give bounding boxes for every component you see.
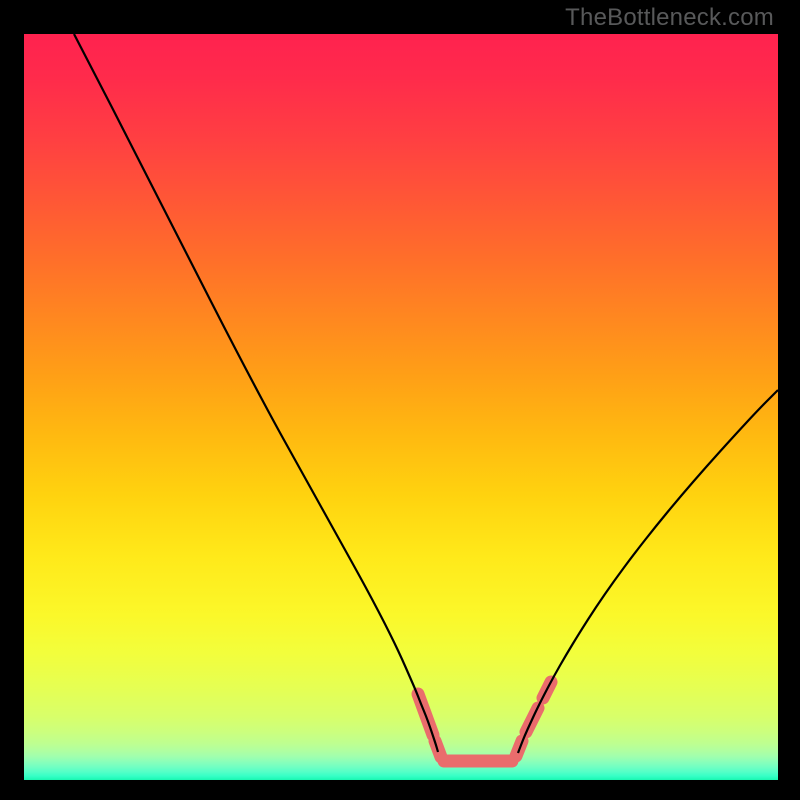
chart-svg	[24, 34, 778, 780]
chart-plot-area	[24, 34, 778, 780]
watermark-text: TheBottleneck.com	[565, 4, 774, 32]
gradient-background	[24, 34, 778, 780]
